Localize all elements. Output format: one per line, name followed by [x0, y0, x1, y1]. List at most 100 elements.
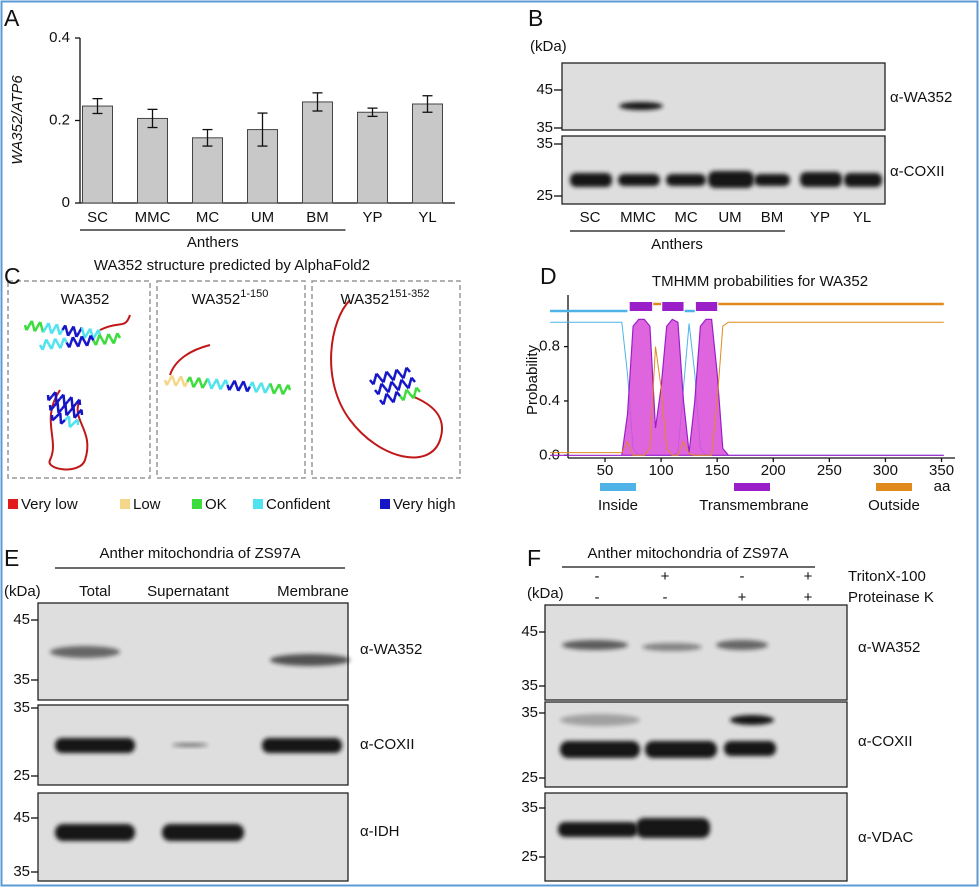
helix: [50, 343, 55, 350]
blot: [544, 604, 848, 701]
x-tick-label: 250: [817, 462, 842, 479]
panel-label: D: [540, 263, 557, 289]
helix: [80, 335, 86, 342]
treatment-sign: +: [804, 589, 813, 606]
model-range: 1-150: [240, 288, 268, 300]
column-label: Membrane: [277, 583, 349, 600]
legend-label: OK: [205, 496, 227, 513]
legend-label: Transmembrane: [699, 497, 808, 514]
helix: [68, 422, 75, 429]
lane-label: MC: [674, 209, 697, 226]
helix: [107, 333, 113, 340]
helix: [85, 340, 91, 347]
legend-swatch: [192, 499, 202, 509]
model-name: WA352: [61, 291, 110, 308]
legend-label: Very high: [393, 496, 456, 513]
y-tick-label: 0.4: [49, 29, 70, 46]
x-tick-label: SC: [87, 209, 108, 226]
helix: [410, 376, 416, 383]
bar: [412, 103, 443, 204]
legend-label: Outside: [868, 497, 920, 514]
helix: [255, 386, 260, 393]
helix: [60, 419, 66, 425]
helix: [179, 375, 185, 382]
helix: [78, 399, 82, 406]
helix: [80, 327, 85, 334]
helix: [286, 384, 292, 391]
helix: [246, 386, 251, 393]
helix: [54, 338, 59, 345]
x-tick-label: 200: [761, 462, 786, 479]
bar: [302, 101, 333, 204]
helix: [112, 337, 117, 344]
x-tick-label: MC: [196, 209, 219, 226]
helix: [188, 376, 193, 383]
helix: [183, 381, 189, 388]
antibody-label: α-WA352: [360, 641, 422, 658]
panel-label: F: [527, 545, 541, 571]
helix: [392, 396, 397, 403]
helix: [385, 392, 391, 399]
x-tick-label: 300: [873, 462, 898, 479]
bar: [137, 117, 168, 204]
antibody-label: α-IDH: [360, 823, 400, 840]
marker-label: 35: [521, 677, 538, 694]
marker-label: 45: [13, 809, 30, 826]
helix: [58, 329, 64, 336]
series-line: [550, 318, 944, 456]
legend-label: Very low: [21, 496, 78, 513]
bar: [192, 137, 223, 204]
marker-label: 35: [13, 863, 30, 880]
y-tick-label: 0.4: [539, 392, 560, 409]
legend-label: Inside: [598, 497, 638, 514]
marker-label: 45: [536, 81, 553, 98]
helix: [50, 328, 56, 335]
antibody-label: α-VDAC: [858, 829, 914, 846]
model-label: WA352151-352: [340, 288, 429, 308]
helix: [72, 326, 77, 332]
helix: [402, 372, 407, 379]
legend-swatch: [253, 499, 263, 509]
legend-swatch: [600, 483, 636, 491]
lane-label: YL: [853, 209, 871, 226]
helix: [97, 329, 102, 336]
y-axis-label: WA352/ATP6: [9, 75, 26, 165]
bands: [50, 646, 350, 841]
marker-label: 45: [13, 611, 30, 628]
legend-swatch: [734, 483, 770, 491]
treatment-label: Proteinase K: [848, 589, 934, 606]
helix: [89, 328, 93, 335]
helix: [62, 394, 66, 401]
marker-label: 35: [13, 699, 30, 716]
helix: [397, 384, 402, 391]
marker-label: 45: [521, 623, 538, 640]
helix: [64, 324, 68, 331]
helix: [25, 324, 31, 331]
helix: [41, 344, 46, 351]
marker-label: 35: [521, 704, 538, 721]
unit-label: (kDa): [530, 38, 567, 55]
bands: [558, 640, 776, 838]
treatment-label: TritonX-100: [848, 568, 926, 585]
marker-label: 35: [536, 135, 553, 152]
helix: [402, 394, 407, 401]
helix: [47, 395, 53, 402]
helix: [83, 332, 89, 339]
helix: [215, 378, 220, 385]
treatment-sign: -: [663, 589, 668, 606]
chart-title: TMHMM probabilities for WA352: [652, 273, 868, 290]
helix: [278, 383, 283, 390]
treatment-sign: +: [738, 589, 747, 606]
helix: [400, 378, 406, 385]
helix: [54, 391, 58, 398]
bands: [570, 171, 882, 188]
helix: [382, 398, 387, 405]
y-axis-label: Probability: [524, 344, 541, 415]
helix: [65, 410, 71, 417]
legend-swatch: [120, 499, 130, 509]
marker-label: 25: [536, 187, 553, 204]
helix: [59, 342, 64, 349]
helix: [260, 382, 265, 389]
